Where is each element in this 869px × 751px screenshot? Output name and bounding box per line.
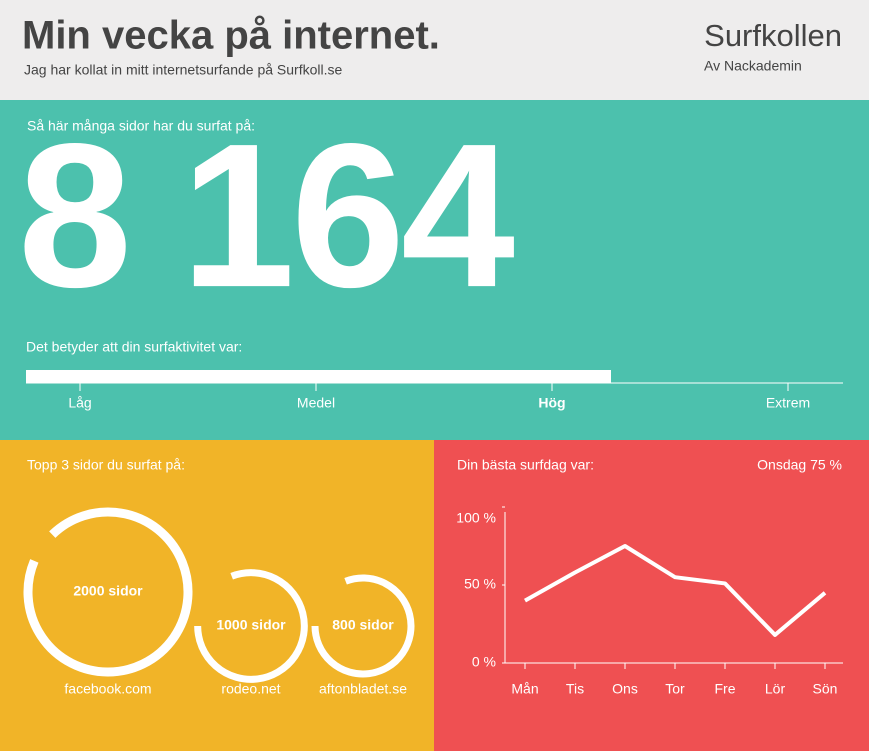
site-name: rodeo.net [221, 681, 280, 697]
site-ring [23, 507, 193, 677]
data-line [524, 544, 827, 637]
sites-title: Topp 3 sidor du surfat på: [27, 457, 185, 473]
site-name: facebook.com [64, 681, 151, 697]
page-count: 8 164 [18, 101, 514, 330]
x-tick-label: Tor [665, 681, 685, 697]
level-label: Medel [297, 395, 335, 411]
level-label: Extrem [766, 395, 810, 411]
x-tick-label: Tis [566, 681, 584, 697]
site-value: 800 sidor [332, 617, 394, 633]
y-tick-label: 50 % [464, 576, 496, 592]
title: Min vecka på internet. [22, 14, 440, 58]
x-tick-label: Lör [765, 681, 786, 697]
x-tick-label: Mån [511, 681, 538, 697]
y-tick-label: 100 % [456, 510, 496, 526]
subtitle: Jag har kollat in mitt internetsurfande … [24, 62, 342, 78]
header-bg [0, 0, 869, 100]
byline: Av Nackademin [704, 58, 802, 74]
site-value: 1000 sidor [216, 617, 286, 633]
chart-title: Din bästa surfdag var: [457, 457, 594, 473]
level-label: Låg [68, 395, 91, 411]
activity-bar [26, 370, 611, 383]
site-ring [194, 569, 308, 683]
x-tick-label: Ons [612, 681, 638, 697]
site-value: 2000 sidor [73, 583, 143, 599]
brand: Surfkollen [704, 18, 842, 53]
level-label: Hög [538, 395, 565, 411]
y-tick-label: 0 % [472, 654, 496, 670]
x-tick-label: Sön [813, 681, 838, 697]
chart-bg [434, 440, 869, 751]
site-ring [311, 574, 415, 678]
best-day: Onsdag 75 % [757, 457, 842, 473]
x-tick-label: Fre [715, 681, 736, 697]
site-name: aftonbladet.se [319, 681, 407, 697]
pages-title: Så här många sidor har du surfat på: [27, 118, 255, 134]
sites-bg [0, 440, 434, 751]
activity-title: Det betyder att din surfaktivitet var: [26, 339, 242, 355]
